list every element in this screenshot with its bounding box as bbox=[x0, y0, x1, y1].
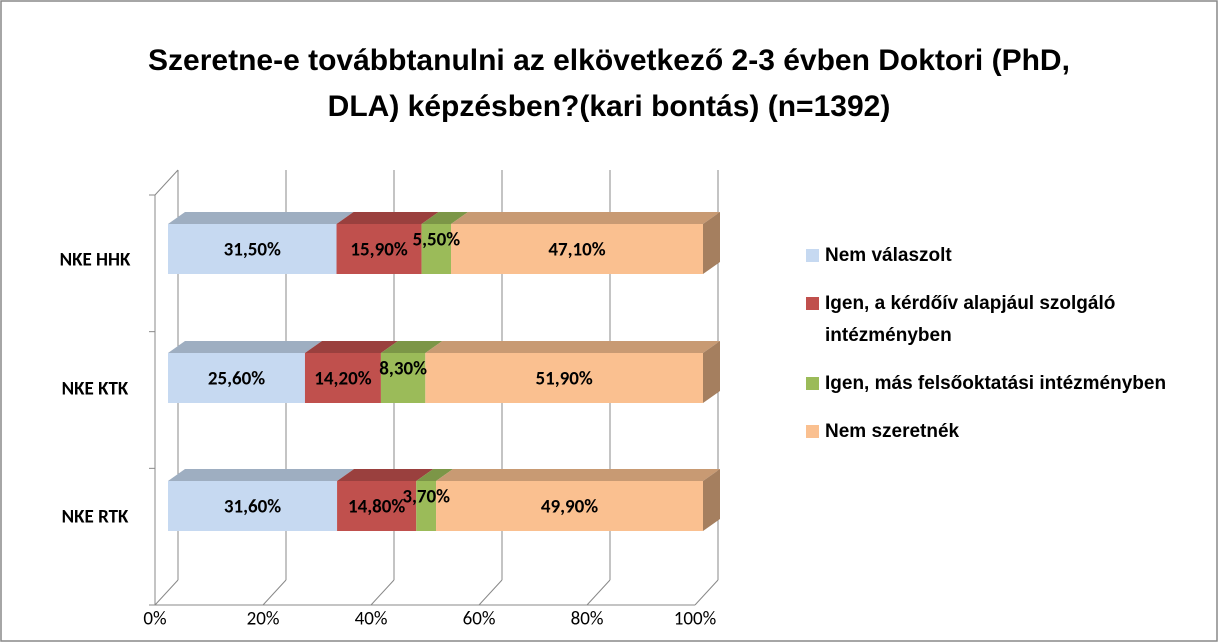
bar bbox=[380, 353, 426, 403]
legend: Nem válaszolt Igen, a kérdőív alapjául sz… bbox=[806, 240, 1186, 464]
grid-line bbox=[262, 579, 287, 606]
legend-label: Igen, más felsőoktatási intézményben bbox=[825, 373, 1167, 394]
bar-top bbox=[380, 341, 443, 353]
legend-swatch bbox=[806, 297, 819, 310]
x-tick-label: 60% bbox=[463, 608, 496, 631]
bar-side bbox=[703, 341, 720, 403]
bar-top bbox=[168, 212, 354, 224]
bar bbox=[168, 481, 338, 531]
data-label: 5,50% bbox=[412, 229, 460, 252]
grid-line bbox=[154, 579, 179, 606]
legend-swatch bbox=[806, 377, 819, 390]
y-tick-label: NKE RTK bbox=[62, 506, 129, 529]
y-tick-label: NKE KTK bbox=[62, 378, 129, 401]
bar bbox=[425, 353, 703, 403]
grid-line bbox=[694, 579, 719, 606]
bar-side bbox=[703, 212, 720, 274]
bar-top bbox=[168, 341, 322, 353]
bar-top bbox=[337, 469, 434, 481]
bar bbox=[304, 353, 381, 403]
x-tick-label: 0% bbox=[143, 608, 166, 631]
data-label: 51,90% bbox=[536, 368, 593, 391]
bar-top bbox=[168, 469, 355, 481]
x-tick-label: 80% bbox=[571, 608, 604, 631]
legend-item: Nem válaszolt bbox=[806, 240, 1186, 272]
bar bbox=[337, 481, 417, 531]
bar-side bbox=[703, 469, 720, 531]
legend-item: Igen, a kérdőív alapjául szolgáló intézm… bbox=[806, 288, 1186, 352]
data-label: 14,20% bbox=[314, 368, 371, 391]
bar-top bbox=[336, 212, 439, 224]
wall-edge bbox=[154, 169, 179, 196]
bar bbox=[416, 481, 437, 531]
bar-top bbox=[451, 212, 720, 224]
data-label: 25,60% bbox=[208, 368, 265, 391]
grid-line bbox=[370, 579, 395, 606]
grid-line bbox=[478, 579, 503, 606]
grid-line bbox=[586, 579, 611, 606]
legend-swatch bbox=[806, 425, 819, 438]
bar-top bbox=[436, 469, 720, 481]
x-tick-label: 40% bbox=[355, 608, 388, 631]
legend-swatch bbox=[806, 249, 819, 262]
x-tick-label: 100% bbox=[674, 608, 716, 631]
bar bbox=[168, 224, 337, 274]
legend-label: Igen, a kérdőív alapjául szolgáló intézm… bbox=[825, 293, 1116, 346]
data-label: 8,30% bbox=[379, 358, 427, 381]
bar-top bbox=[304, 341, 398, 353]
legend-item: Nem szeretnék bbox=[806, 416, 1186, 448]
legend-label: Nem szeretnék bbox=[825, 421, 960, 442]
bar bbox=[451, 224, 703, 274]
bar-top bbox=[421, 212, 469, 224]
legend-label: Nem válaszolt bbox=[825, 245, 952, 266]
data-label: 3,70% bbox=[402, 486, 450, 509]
data-label: 31,60% bbox=[224, 496, 281, 519]
x-tick-label: 20% bbox=[247, 608, 280, 631]
data-label: 47,10% bbox=[548, 239, 605, 262]
bar-top bbox=[425, 341, 720, 353]
bar-top bbox=[416, 469, 454, 481]
data-label: 15,90% bbox=[350, 239, 407, 262]
legend-item: Igen, más felsőoktatási intézményben bbox=[806, 368, 1186, 400]
bar bbox=[168, 353, 305, 403]
bar bbox=[336, 224, 422, 274]
data-label: 49,90% bbox=[541, 496, 598, 519]
data-label: 14,80% bbox=[348, 496, 405, 519]
y-tick-label: NKE HHK bbox=[60, 249, 131, 272]
data-label: 31,50% bbox=[224, 239, 281, 262]
bar bbox=[421, 224, 452, 274]
chart-title: Szeretne-e továbbtanulni az elkövetkező … bbox=[148, 44, 1070, 123]
bar bbox=[436, 481, 703, 531]
